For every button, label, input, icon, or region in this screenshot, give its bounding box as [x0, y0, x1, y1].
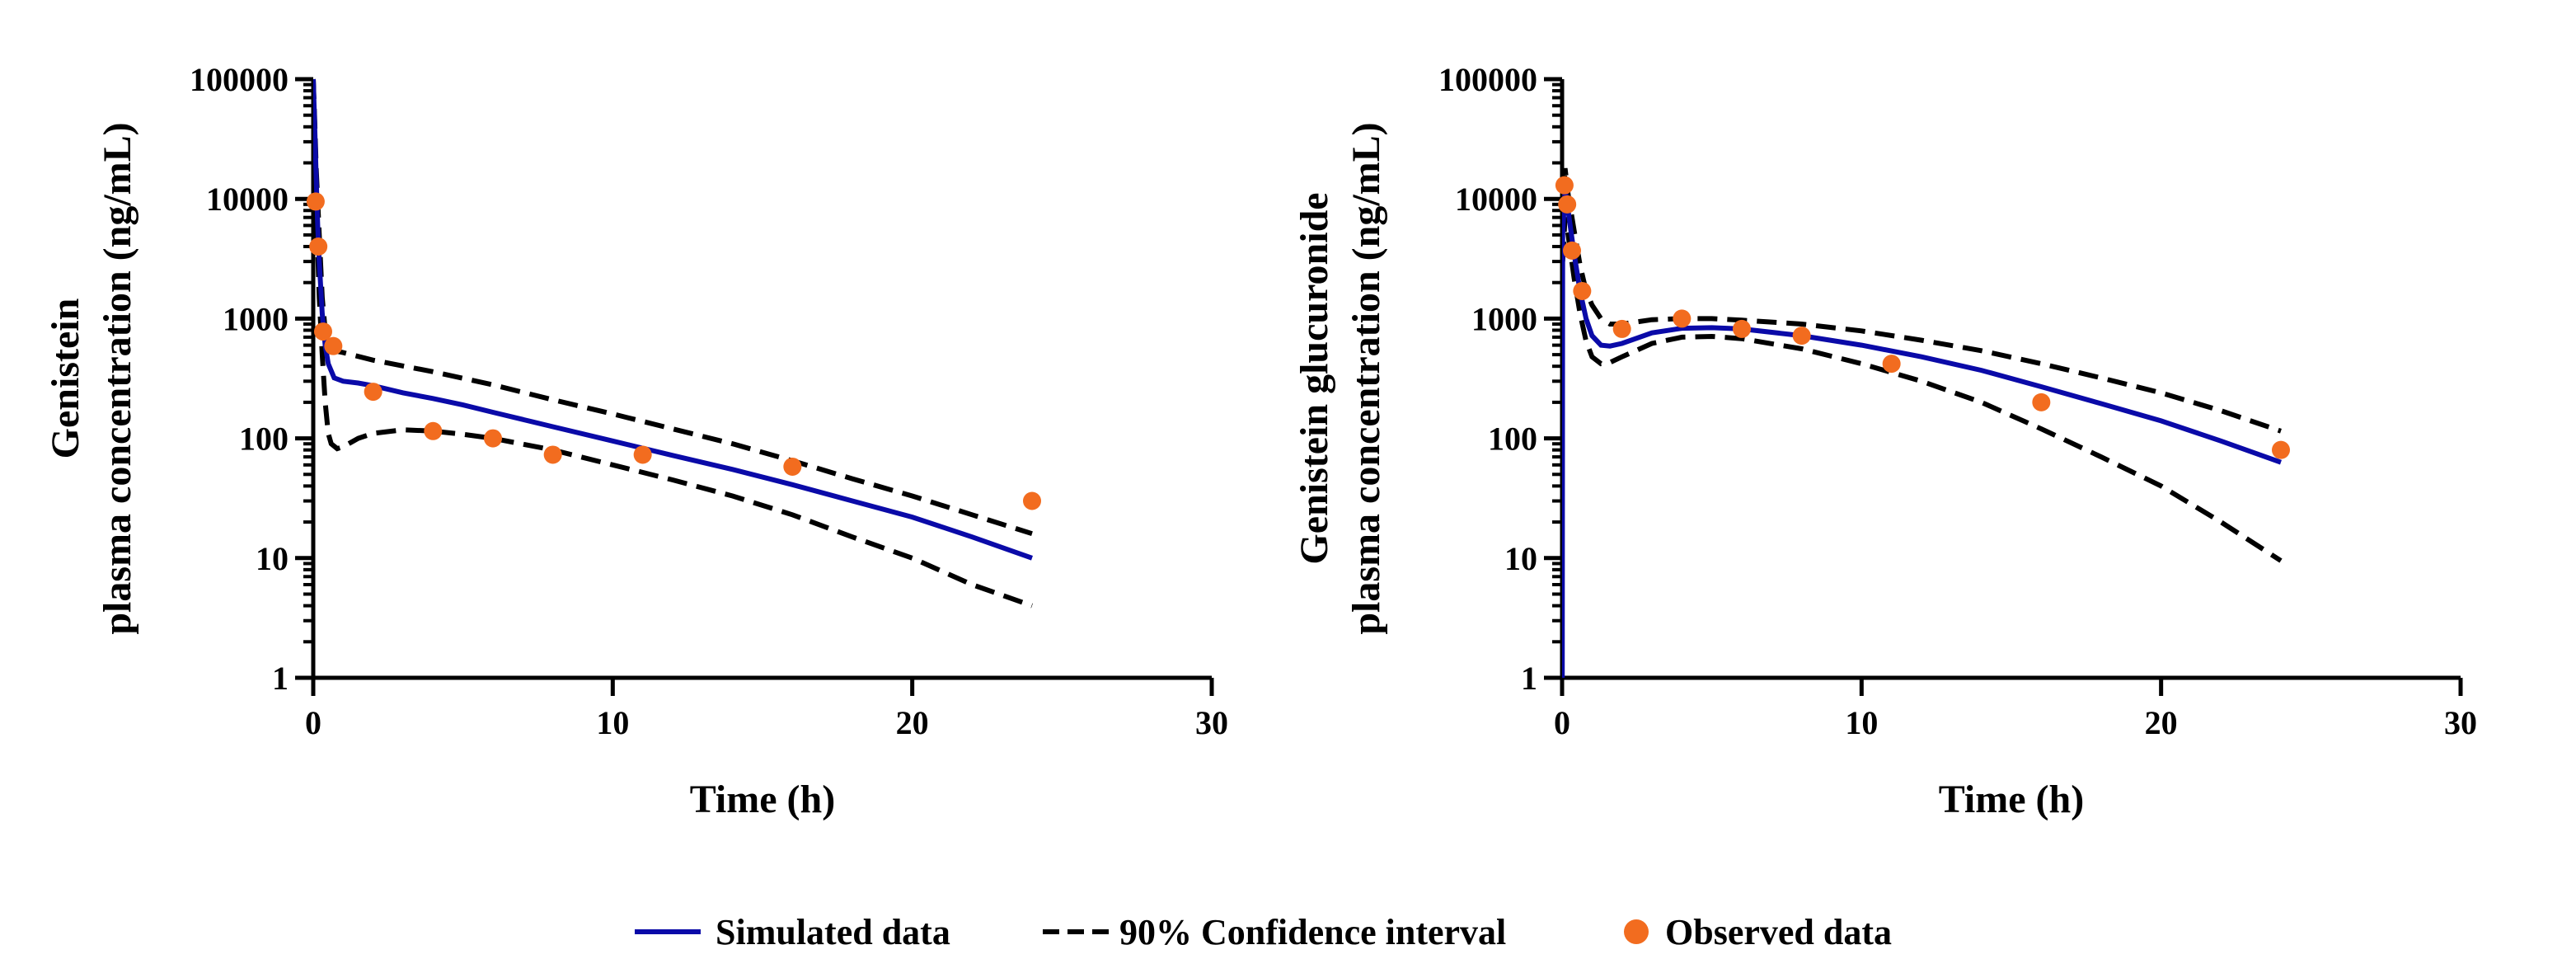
y-tick-label: 10	[1504, 540, 1537, 577]
observed-point	[306, 192, 325, 211]
x-tick-label: 30	[1195, 704, 1228, 741]
observed-point	[783, 457, 802, 476]
y-axis-label-line: plasma concentration (ng/mL)	[96, 122, 139, 634]
y-tick-label: 100000	[190, 61, 289, 98]
observed-point	[484, 429, 502, 448]
observed-point	[309, 237, 328, 256]
x-axis-label: Time (h)	[1939, 778, 2084, 821]
observed-point	[313, 322, 332, 341]
observed-point	[2272, 440, 2290, 459]
observed-point	[1792, 327, 1811, 345]
observed-point	[1673, 309, 1692, 328]
x-tick-label: 20	[2145, 704, 2178, 741]
x-tick-label: 10	[1845, 704, 1878, 741]
x-tick-label: 0	[305, 704, 321, 741]
observed-point	[1558, 195, 1577, 214]
observed-point	[1612, 319, 1631, 338]
x-tick-label: 20	[896, 704, 929, 741]
observed-point	[1562, 241, 1581, 260]
y-tick-label: 100	[1488, 421, 1537, 458]
y-tick-label: 10000	[1455, 181, 1537, 218]
observed-point	[543, 445, 562, 464]
x-tick-label: 0	[1554, 704, 1570, 741]
x-axis-label: Time (h)	[690, 778, 835, 821]
ci-lower-line	[1562, 217, 2283, 563]
observed-point	[1733, 319, 1751, 338]
simulated-line	[1562, 189, 2283, 678]
ci-upper-line	[313, 78, 1033, 537]
x-tick-label: 10	[596, 704, 629, 741]
simulated-line	[313, 78, 1033, 561]
y-tick-label: 1	[272, 660, 289, 697]
chart-genistein-glucuronide: 1 10 100 1000 10000 100000 0 10 20 30 Time (h) Geni…	[1293, 61, 2477, 821]
y-axis-label-line: plasma concentration (ng/mL)	[1344, 122, 1388, 634]
legend-label-observed: Observed data	[1665, 912, 1892, 952]
legend-label-ci: 90% Confidence interval	[1119, 912, 1506, 952]
observed-point	[2032, 392, 2051, 411]
chart-genistein: 1 10 100 1000 10000 100000 0 10 20 30 Time (h) Geni…	[44, 61, 1228, 821]
observed-point	[633, 445, 652, 464]
y-axis-label-line: Genistein glucuronide	[1293, 192, 1336, 564]
observed-point	[1882, 355, 1901, 374]
observed-point	[324, 336, 343, 355]
ci-lower-line	[313, 78, 1033, 609]
y-axis-label-line: Genistein	[44, 298, 87, 459]
y-tick-label: 1000	[1471, 300, 1537, 337]
y-tick-label: 100	[239, 421, 289, 458]
y-tick-label: 1	[1521, 660, 1537, 697]
ci-upper-line	[1562, 167, 2282, 434]
legend-label-simulated: Simulated data	[716, 912, 950, 952]
y-tick-label: 10	[256, 540, 289, 577]
y-tick-label: 10000	[206, 181, 289, 218]
observed-point	[1555, 176, 1574, 195]
legend: Simulated data 90% Confidence interval Obs…	[635, 912, 1892, 952]
observed-point	[424, 421, 443, 440]
observed-point	[1023, 491, 1041, 510]
plot-area	[313, 78, 1033, 609]
legend-swatch-observed	[1624, 919, 1649, 944]
plot-area	[1562, 167, 2283, 678]
observed-point	[364, 383, 382, 402]
observed-point	[1573, 281, 1592, 300]
x-tick-label: 30	[2444, 704, 2477, 741]
y-tick-label: 100000	[1438, 61, 1537, 98]
y-tick-label: 1000	[223, 300, 289, 337]
